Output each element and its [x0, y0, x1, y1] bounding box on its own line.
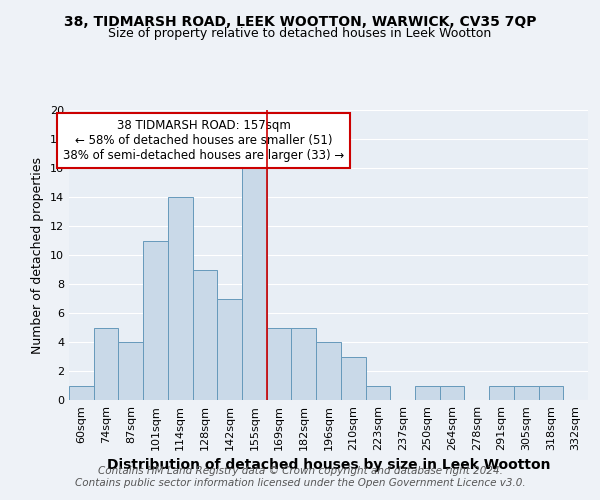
Bar [539, 386, 563, 400]
Bar [217, 298, 242, 400]
Bar [415, 386, 440, 400]
Bar [94, 328, 118, 400]
Text: 38, TIDMARSH ROAD, LEEK WOOTTON, WARWICK, CV35 7QP: 38, TIDMARSH ROAD, LEEK WOOTTON, WARWICK… [64, 15, 536, 29]
Text: Contains HM Land Registry data © Crown copyright and database right 2024.
Contai: Contains HM Land Registry data © Crown c… [74, 466, 526, 487]
Bar [514, 386, 539, 400]
Bar [69, 386, 94, 400]
Bar [193, 270, 217, 400]
Text: 38 TIDMARSH ROAD: 157sqm
← 58% of detached houses are smaller (51)
38% of semi-d: 38 TIDMARSH ROAD: 157sqm ← 58% of detach… [64, 118, 344, 162]
Bar [168, 197, 193, 400]
Text: Size of property relative to detached houses in Leek Wootton: Size of property relative to detached ho… [109, 28, 491, 40]
Bar [242, 168, 267, 400]
X-axis label: Distribution of detached houses by size in Leek Wootton: Distribution of detached houses by size … [107, 458, 550, 472]
Bar [267, 328, 292, 400]
Bar [365, 386, 390, 400]
Bar [118, 342, 143, 400]
Bar [489, 386, 514, 400]
Bar [341, 356, 365, 400]
Bar [440, 386, 464, 400]
Y-axis label: Number of detached properties: Number of detached properties [31, 156, 44, 354]
Bar [316, 342, 341, 400]
Bar [292, 328, 316, 400]
Bar [143, 240, 168, 400]
